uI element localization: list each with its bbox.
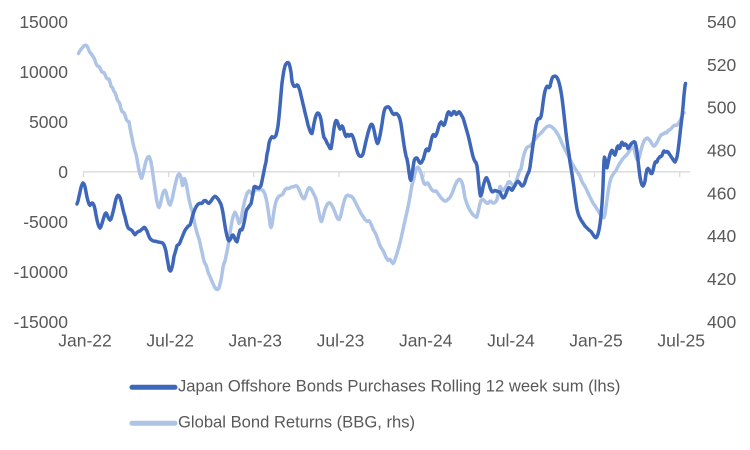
svg-text:Japan Offshore Bonds Purchases: Japan Offshore Bonds Purchases Rolling 1… [178, 377, 620, 396]
svg-text:Jul-24: Jul-24 [487, 331, 535, 351]
svg-text:Jan-23: Jan-23 [229, 331, 283, 351]
svg-text:-5000: -5000 [23, 212, 68, 232]
svg-text:460: 460 [707, 183, 736, 203]
svg-text:-10000: -10000 [14, 262, 69, 282]
svg-text:Global Bond Returns (BBG, rhs): Global Bond Returns (BBG, rhs) [178, 413, 415, 432]
svg-text:15000: 15000 [19, 12, 68, 32]
svg-text:Jul-25: Jul-25 [657, 331, 705, 351]
svg-text:440: 440 [707, 226, 736, 246]
svg-text:420: 420 [707, 269, 736, 289]
svg-text:Jul-23: Jul-23 [317, 331, 365, 351]
svg-text:10000: 10000 [19, 62, 68, 82]
svg-text:Jan-22: Jan-22 [58, 331, 112, 351]
svg-text:Jan-25: Jan-25 [569, 331, 623, 351]
svg-text:540: 540 [707, 12, 736, 32]
svg-text:Jul-22: Jul-22 [146, 331, 194, 351]
svg-text:520: 520 [707, 55, 736, 75]
svg-text:5000: 5000 [29, 112, 68, 132]
svg-text:400: 400 [707, 312, 736, 332]
svg-text:480: 480 [707, 141, 736, 161]
svg-text:-15000: -15000 [14, 312, 69, 332]
svg-text:Jan-24: Jan-24 [399, 331, 453, 351]
svg-text:0: 0 [58, 162, 68, 182]
svg-text:500: 500 [707, 98, 736, 118]
